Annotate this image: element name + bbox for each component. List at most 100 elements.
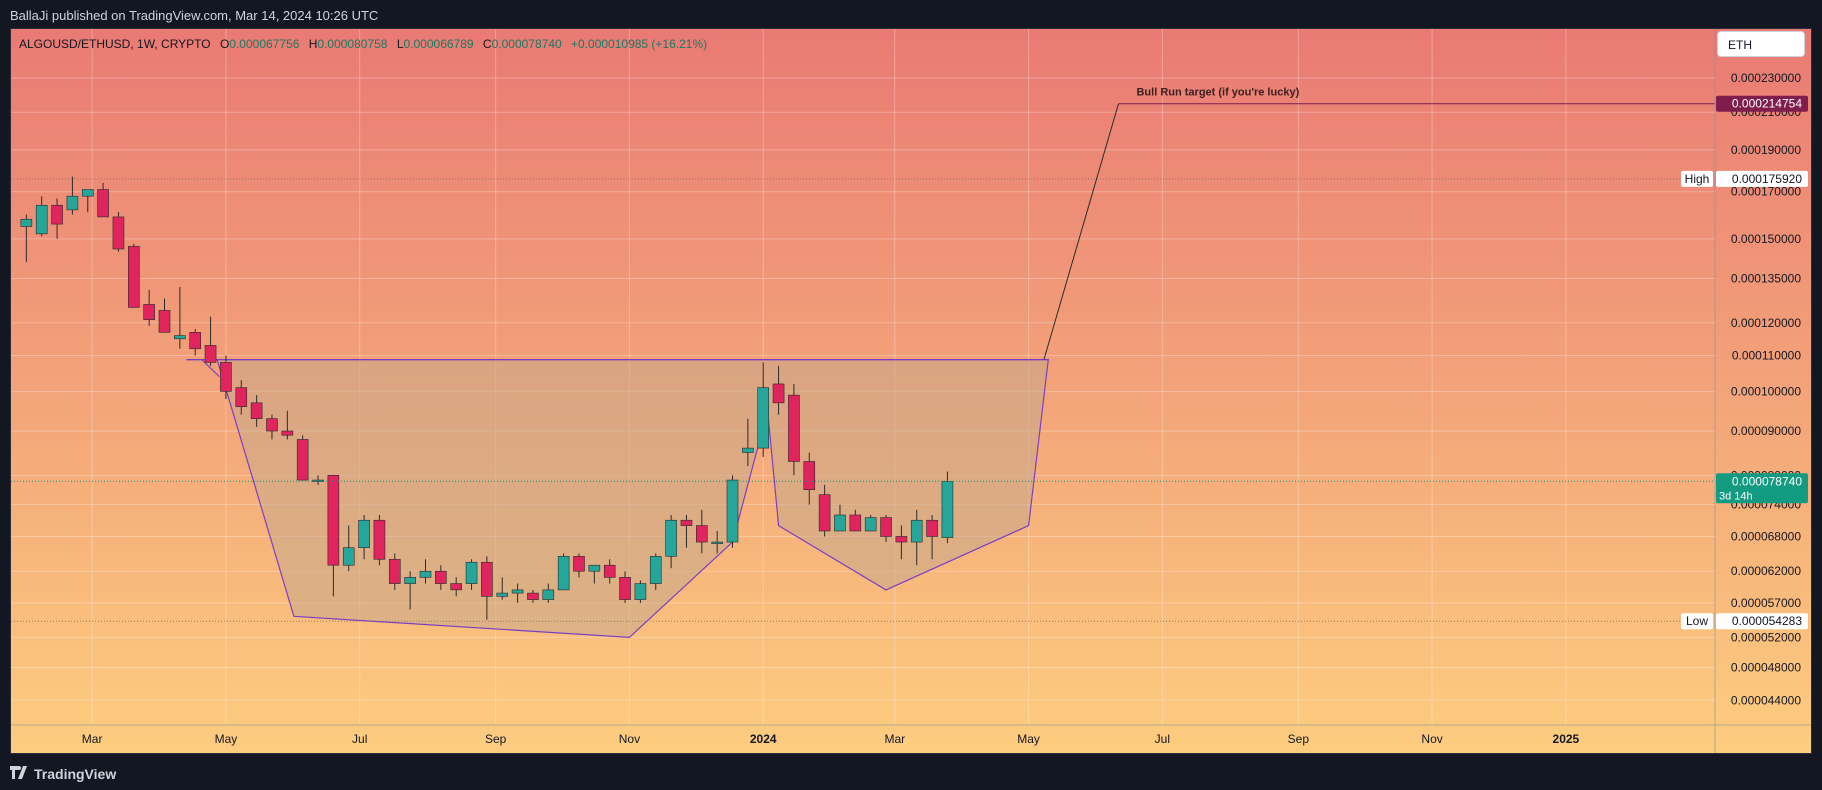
candle[interactable] [511, 583, 524, 603]
candle-body-down [128, 246, 140, 308]
candle-body-up [404, 577, 416, 584]
candle[interactable] [450, 577, 462, 597]
candle[interactable] [926, 514, 938, 560]
open-value: 0.000067756 [229, 37, 300, 51]
candle[interactable] [204, 316, 217, 366]
candle[interactable] [788, 383, 800, 476]
candle[interactable] [849, 509, 862, 532]
candle[interactable] [910, 509, 923, 566]
candle[interactable] [619, 571, 631, 603]
candle[interactable] [772, 365, 785, 415]
candle[interactable] [373, 514, 386, 566]
tradingview-logo-icon[interactable] [10, 766, 30, 780]
candle[interactable] [649, 553, 662, 590]
chart-panel[interactable]: Bull Run target (if you're lucky) High Low… [10, 28, 1812, 754]
candle-body-up [358, 519, 370, 549]
candle[interactable] [588, 564, 601, 584]
currency-button[interactable]: ETH [1717, 31, 1805, 57]
candle[interactable] [404, 571, 416, 610]
high-label: H [308, 37, 318, 51]
candle[interactable] [281, 410, 294, 440]
candle[interactable] [557, 553, 570, 591]
candle[interactable] [818, 484, 831, 537]
candle[interactable] [481, 556, 493, 620]
low-badge-bg [1681, 613, 1713, 630]
price-tick-label: 0.000100000 [1731, 384, 1801, 398]
candle[interactable] [696, 509, 708, 554]
candle[interactable] [327, 475, 340, 597]
candle-body-up [20, 218, 33, 227]
candle[interactable] [496, 577, 509, 600]
candles[interactable] [20, 176, 954, 620]
time-tick-label: May [215, 732, 238, 746]
candle[interactable] [250, 395, 263, 427]
candle[interactable] [941, 471, 954, 544]
candle[interactable] [143, 289, 155, 326]
candle[interactable] [81, 189, 94, 213]
candle[interactable] [35, 196, 48, 237]
price-tick-label: 0.000068000 [1731, 529, 1801, 543]
candle-body-down [143, 304, 155, 320]
price-tick-label: 0.000057000 [1731, 596, 1801, 610]
candle[interactable] [757, 362, 770, 457]
candle-body-up [542, 589, 555, 600]
candle[interactable] [20, 214, 33, 263]
candle[interactable] [189, 329, 202, 356]
candle[interactable] [66, 176, 79, 215]
candle[interactable] [266, 414, 278, 440]
candle[interactable] [174, 286, 186, 349]
price-tick-label: 0.000230000 [1731, 71, 1801, 85]
candle-body-up [557, 556, 570, 591]
candle[interactable] [465, 559, 478, 590]
price-tick-label: 0.000044000 [1731, 693, 1801, 707]
candle-body-down [51, 204, 63, 225]
candle[interactable] [435, 565, 447, 590]
candle-body-down [189, 332, 202, 350]
candle[interactable] [527, 589, 539, 603]
price-chart[interactable]: Bull Run target (if you're lucky) High Low… [11, 29, 1811, 753]
candle[interactable] [634, 580, 647, 603]
candle[interactable] [603, 559, 616, 584]
neckline-tick [201, 359, 220, 378]
candle[interactable] [358, 514, 370, 560]
candle[interactable] [388, 553, 401, 590]
candle[interactable] [419, 559, 432, 584]
price-tick-label: 0.000170000 [1731, 185, 1801, 199]
candle[interactable] [880, 514, 892, 543]
candle[interactable] [803, 452, 816, 505]
candle[interactable] [342, 525, 355, 572]
candle-body-down [435, 570, 447, 584]
time-tick-label: 2024 [750, 732, 777, 746]
candle-body-down [281, 430, 294, 436]
candle[interactable] [864, 514, 877, 532]
candle[interactable] [296, 435, 309, 481]
candle[interactable] [128, 243, 140, 308]
tradingview-brand[interactable]: TradingView [34, 766, 117, 782]
candle[interactable] [542, 583, 555, 603]
candle[interactable] [665, 514, 677, 569]
candle[interactable] [834, 504, 846, 532]
candle[interactable] [726, 475, 739, 548]
candle-body-down [235, 387, 248, 408]
symbol-label[interactable]: ALGOUSD/ETHUSD, 1W, CRYPTO [19, 37, 211, 51]
candle[interactable] [742, 418, 754, 467]
candle[interactable] [51, 198, 63, 239]
candle-body-down [603, 564, 616, 578]
candle[interactable] [235, 380, 248, 415]
candle[interactable] [220, 355, 232, 399]
overlays: Bull Run target (if you're lucky) High Low [11, 87, 1715, 630]
candle[interactable] [711, 530, 723, 554]
candle[interactable] [680, 514, 693, 548]
high-badge: High [1681, 170, 1713, 187]
candle[interactable] [895, 525, 908, 560]
candle[interactable] [573, 553, 585, 578]
time-tick-label: 2025 [1553, 732, 1580, 746]
candle-body-down [788, 394, 800, 462]
price-axis[interactable]: 0.0002300000.0002100000.0001900000.00017… [1714, 29, 1808, 753]
price-tick-label: 0.000048000 [1731, 661, 1801, 675]
candle[interactable] [158, 298, 171, 333]
candle[interactable] [97, 182, 109, 218]
candle-body-up [834, 514, 846, 532]
time-axis[interactable]: Mar May Jul Sep Nov 2024 Mar May Jul Sep Nov 2025 [11, 724, 1811, 746]
candle[interactable] [112, 212, 125, 252]
